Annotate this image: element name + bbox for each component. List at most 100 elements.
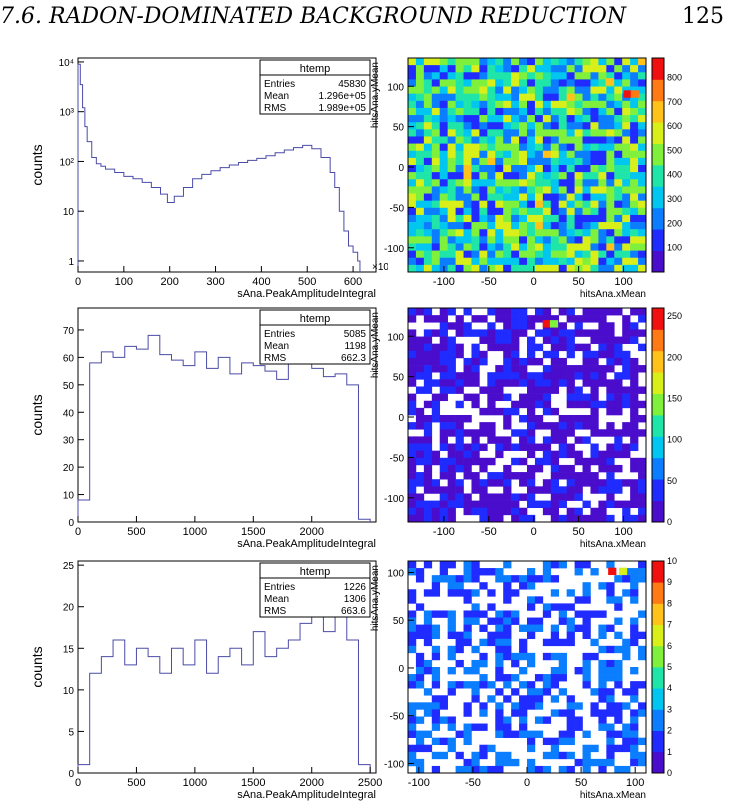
heatmap-cell: [423, 257, 433, 266]
heatmap-cell: [542, 457, 552, 466]
heatmap-cell: [574, 86, 583, 94]
heatmap-cell: [534, 207, 544, 216]
heatmap-cell: [598, 250, 607, 259]
colorbar-segment: [652, 266, 664, 273]
heatmap-cell: [423, 400, 433, 409]
x-tick-label: 50: [575, 777, 587, 789]
heatmap-cell: [447, 723, 456, 731]
heatmap-cell: [606, 702, 615, 710]
heatmap-cell: [582, 457, 591, 466]
heatmap-cell: [598, 507, 607, 516]
heatmap-cell: [590, 186, 599, 194]
heatmap-cell: [598, 72, 607, 80]
heatmap-cell: [566, 122, 575, 130]
x-tick-label: 100: [626, 777, 644, 789]
heatmap-cell: [590, 308, 599, 316]
heatmap-cell: [550, 336, 560, 344]
heatmap-cell: [598, 681, 607, 689]
heatmap-cell: [423, 372, 433, 380]
colorbar-segment: [652, 191, 664, 198]
heatmap-cell: [519, 100, 528, 109]
heatmap-cell: [558, 365, 567, 373]
heatmap-cell: [519, 379, 528, 387]
histogram-panel-3: 0 500 1000 1500 2000 25000510152025sAna.PeakA…: [29, 560, 382, 801]
heatmap-cell: [455, 250, 464, 259]
heatmap-cell: [479, 236, 488, 244]
heatmap-cell: [511, 329, 520, 337]
heatmap-cell: [415, 79, 425, 87]
y-tick-label: 100: [387, 568, 404, 579]
colorbar-segment: [652, 688, 664, 694]
heatmap-cell: [606, 450, 615, 459]
heatmap-cell: [479, 638, 488, 647]
heatmap-cell: [606, 486, 615, 494]
heatmap-cell: [550, 407, 560, 416]
heatmap-cell: [614, 393, 623, 402]
heatmap-cell: [614, 372, 623, 380]
colorbar-segment: [652, 170, 664, 177]
heatmap-cell: [415, 157, 425, 166]
heatmap-cell: [455, 172, 464, 180]
heatmap-cell: [519, 79, 528, 87]
heatmap-cell: [479, 200, 488, 209]
heatmap-cell: [558, 561, 567, 569]
heatmap-cell: [423, 350, 433, 359]
heatmap-cell: [415, 72, 425, 80]
heatmap-cell: [487, 422, 496, 430]
y-tick-label: 25: [63, 561, 75, 572]
colorbar-segment: [652, 640, 664, 647]
heatmap-cell: [582, 350, 591, 359]
colorbar-tick-label: 50: [667, 476, 677, 486]
heatmap-cell: [415, 308, 425, 316]
heatmap-cell: [598, 365, 607, 373]
heatmap-cell: [415, 107, 425, 116]
heatmap-cell: [455, 681, 464, 689]
heatmap-cell: [479, 744, 488, 753]
heatmap-cell: [558, 638, 567, 647]
heatmap-cell: [495, 493, 504, 501]
heatmap-cell: [479, 122, 488, 130]
heatmap-cell: [463, 429, 472, 437]
heatmap-cell: [550, 222, 560, 230]
heatmap-cell: [423, 150, 433, 159]
heatmap-cell: [527, 415, 536, 423]
heatmap-cell: [542, 336, 552, 344]
heatmap-cell: [479, 422, 488, 430]
colorbar-segment: [652, 757, 664, 763]
heatmap-cell: [566, 179, 575, 187]
heatmap-cell: [431, 115, 441, 123]
heatmap-cell: [471, 86, 480, 94]
colorbar-segment: [652, 68, 664, 75]
heatmap-cell: [558, 86, 567, 94]
heatmap-cell: [495, 365, 504, 373]
heatmap-cell: [574, 493, 583, 501]
heatmap-cell: [598, 115, 607, 123]
heatmap-cell: [487, 79, 496, 87]
heatmap-cell: [503, 250, 512, 259]
heatmap-cell: [415, 136, 425, 144]
heatmap-cell: [408, 243, 417, 251]
heatmap-cell: [423, 172, 433, 180]
heatmap-cell: [598, 207, 607, 216]
heatmap-cell: [638, 500, 647, 509]
heatmap-cell: [550, 674, 560, 682]
heatmap-cell: [550, 58, 560, 66]
heatmap-cell: [574, 393, 583, 402]
heatmap-cell: [431, 407, 441, 416]
stats-label: Entries: [264, 329, 295, 340]
heatmap-cell: [447, 737, 456, 746]
heatmap-cell: [447, 214, 456, 223]
heatmap-cell: [558, 709, 567, 717]
heatmap-cell: [527, 264, 536, 273]
heatmap-cell: [519, 193, 528, 201]
heatmap-cell: [527, 336, 536, 344]
x-tick-label: 0: [75, 526, 81, 538]
heatmap-cell: [423, 610, 433, 618]
heatmap-cell: [630, 744, 639, 753]
heatmap-cell: [582, 758, 591, 767]
heatmap-cell: [408, 751, 417, 760]
y-axis-label: counts: [29, 646, 45, 687]
heatmap-cell: [431, 93, 441, 102]
heatmap-cell: [566, 730, 575, 738]
heatmap-cell: [439, 464, 448, 473]
